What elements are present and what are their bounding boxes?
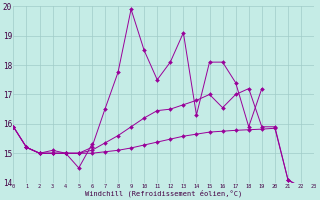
X-axis label: Windchill (Refroidissement éolien,°C): Windchill (Refroidissement éolien,°C) [85,190,242,197]
